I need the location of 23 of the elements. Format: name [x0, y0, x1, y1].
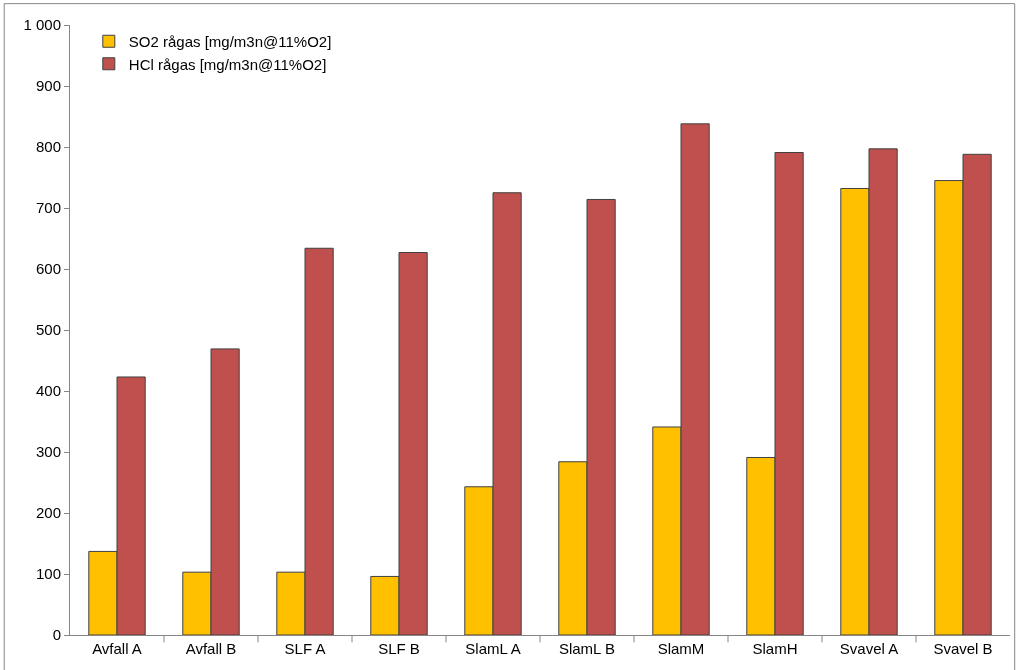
- legend-label: HCl rågas [mg/m3n@11%O2]: [128, 55, 327, 73]
- y-tick-label: 0: [52, 626, 61, 644]
- x-tick-label: Avfall B: [185, 640, 237, 657]
- x-tick-label: Svavel A: [839, 640, 899, 657]
- x-tick-label: SlamM: [657, 640, 705, 657]
- y-tick-label: 100: [35, 565, 61, 583]
- x-tick-label: SLF A: [284, 640, 326, 657]
- y-tick-label: 700: [35, 199, 61, 217]
- legend-label: SO2 rågas [mg/m3n@11%O2]: [128, 33, 332, 51]
- y-tick-label: 300: [35, 443, 61, 461]
- x-tick-label: Avfall A: [92, 640, 142, 657]
- y-tick-label: 400: [35, 382, 61, 400]
- y-tick-label: 1 000: [23, 16, 61, 34]
- x-tick-label: SlamL B: [558, 640, 616, 657]
- y-tick-label: 600: [35, 260, 61, 278]
- y-tick-label: 500: [35, 321, 61, 339]
- y-tick-label: 900: [35, 77, 61, 95]
- x-tick-label: SlamL A: [465, 640, 521, 657]
- y-tick-label: 200: [35, 504, 61, 522]
- x-tick-label: SlamH: [752, 640, 798, 657]
- x-tick-label: SLF B: [378, 640, 420, 657]
- x-tick-label: Svavel B: [933, 640, 993, 657]
- y-tick-label: 800: [35, 138, 61, 156]
